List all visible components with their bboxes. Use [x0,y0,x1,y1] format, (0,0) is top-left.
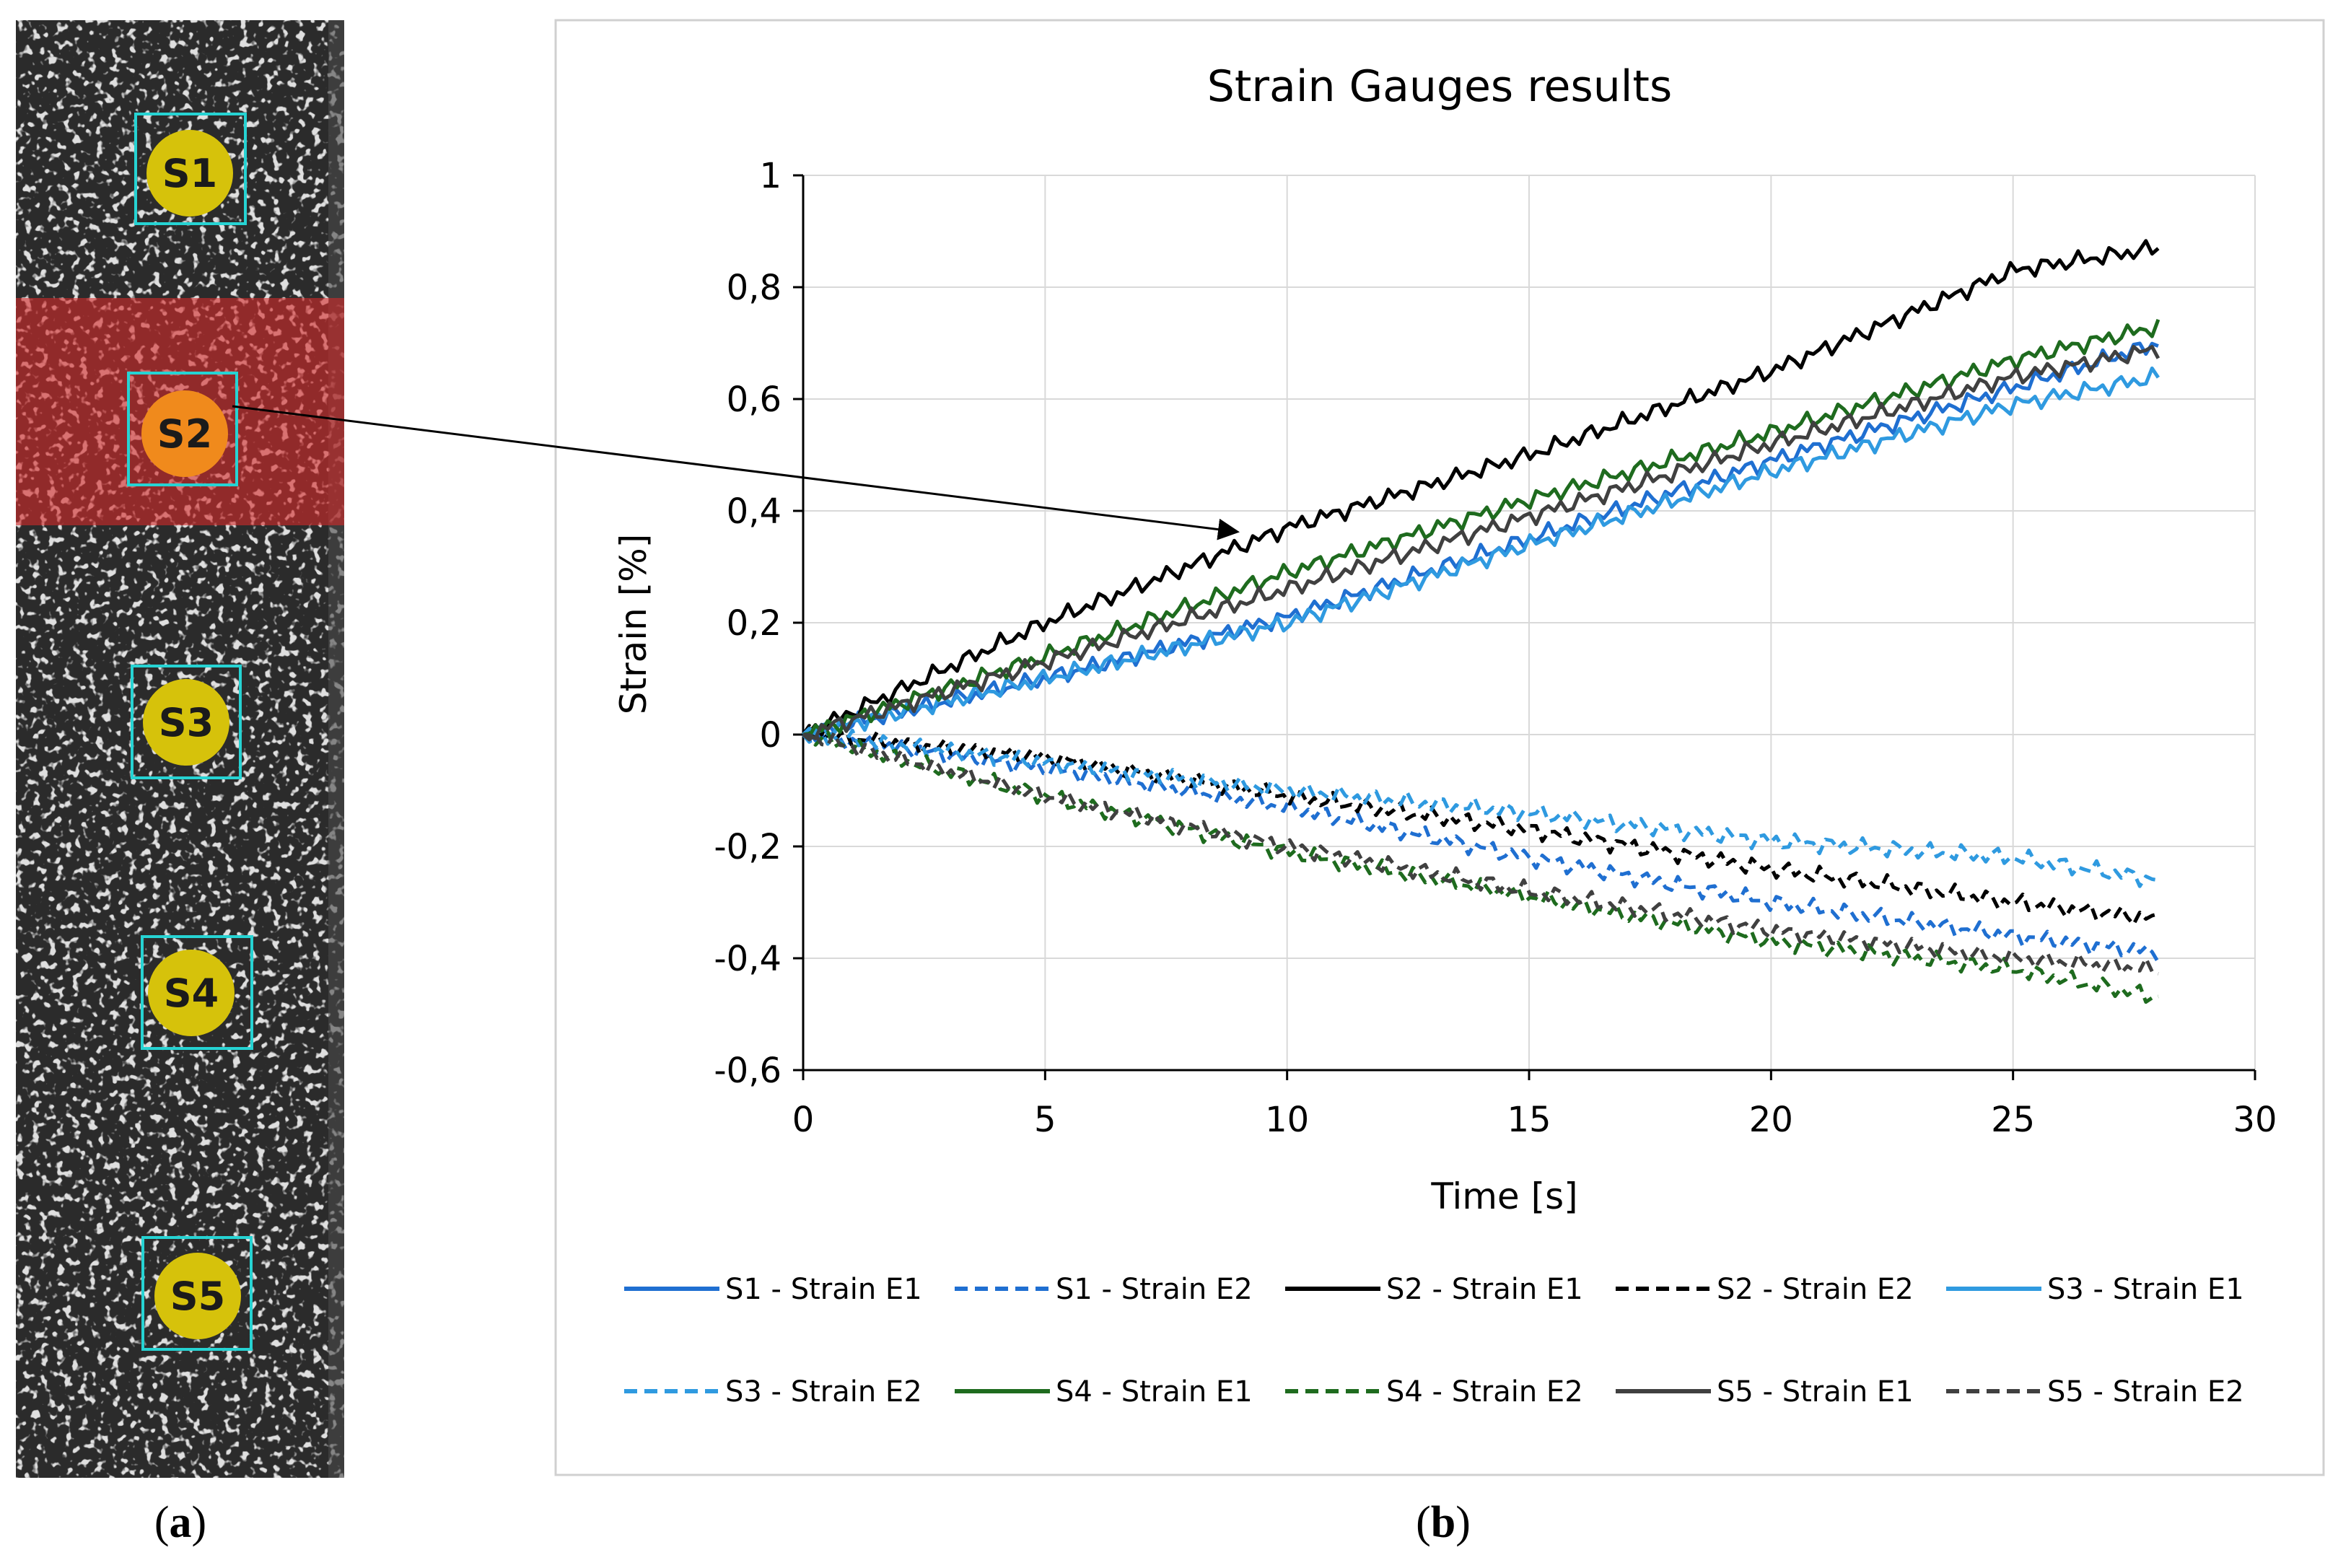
gauge-dot-s4 [148,950,235,1036]
legend-label-7: S4 - Strain E1 [1056,1375,1253,1409]
y-tick-label-2: -0,2 [714,827,781,867]
panel-b-label: (b) [1416,1498,1471,1547]
series-line-6 [802,727,2159,888]
legend-label-4: S2 - Strain E2 [1717,1273,1914,1306]
legend-label-5: S3 - Strain E1 [2047,1273,2244,1306]
legend-label-3: S2 - Strain E1 [1386,1273,1583,1306]
y-tick-label-7: 0,8 [727,268,781,308]
y-tick-label-6: 0,6 [727,380,781,420]
chart-series [801,239,2160,1004]
x-axis-title: Time [s] [1430,1175,1577,1217]
s2-annotation-arrow [232,405,1240,540]
chart-legend: S1 - Strain E1 S1 - Strain E2 S2 - Strain … [624,1273,2244,1409]
legend-label-6: S3 - Strain E2 [725,1375,922,1409]
legend-label-1: S1 - Strain E1 [725,1273,922,1306]
y-tick-label-3: 0 [759,715,781,755]
marker-s3[interactable]: S3 [131,665,242,779]
series-line-10 [802,731,2159,976]
gauge-dot-s5 [154,1253,241,1339]
series-line-3 [802,239,2160,737]
y-tick-label-8: 1 [759,156,781,196]
y-axis-title: Strain [%] [613,534,654,715]
y-tick-label-0: -0,6 [714,1051,781,1091]
x-tick-label-4: 20 [1749,1100,1793,1140]
gauge-label-s3: S3 [159,700,214,745]
legend-label-8: S4 - Strain E2 [1386,1375,1583,1409]
y-tick-label-4: 0,2 [727,603,781,644]
legend-label-10: S5 - Strain E2 [2047,1375,2244,1409]
gauge-box-s5 [141,1236,253,1351]
gauge-box-s1 [134,113,247,225]
x-axis-ticks: 0 5 10 15 20 25 30 [792,1070,2277,1140]
gauge-box-s2 [127,372,238,486]
gauge-label-s4: S4 [164,971,219,1016]
chart-panel: Strain Gauges results 0 5 10 15 20 25 30 -0,6-… [232,19,2325,1547]
y-tick-label-1: -0,4 [714,939,781,979]
x-tick-label-3: 15 [1507,1100,1551,1140]
x-tick-label-0: 0 [792,1100,815,1140]
legend-label-9: S5 - Strain E1 [1717,1375,1914,1409]
series-line-7 [802,319,2160,739]
x-tick-label-6: 30 [2233,1100,2277,1140]
gauge-label-s1: S1 [162,151,217,196]
panel-a-label: (a) [154,1498,206,1547]
x-tick-label-1: 5 [1034,1100,1056,1140]
chart-title: Strain Gauges results [1207,61,1672,112]
marker-s2[interactable]: S2 [127,372,238,486]
series-line-1 [802,341,2159,743]
series-line-8 [802,730,2159,1004]
legend-label-2: S1 - Strain E2 [1056,1273,1253,1306]
marker-s1[interactable]: S1 [134,113,247,225]
x-tick-label-5: 25 [1991,1100,2035,1140]
gauge-label-s5: S5 [170,1274,225,1319]
gauge-box-s4 [141,935,253,1050]
specimen-right-edge [328,20,344,1478]
marker-s5[interactable]: S5 [141,1236,253,1351]
gauge-dot-s2 [141,390,228,477]
gauge-label-s2: S2 [157,411,212,457]
gauge-dot-s1 [146,130,233,216]
marker-s4[interactable]: S4 [141,935,253,1050]
y-axis-ticks: -0,6 -0,4 -0,2 0 0,2 0,4 0,6 0,8 1 [714,156,803,1091]
y-tick-label-5: 0,4 [727,491,781,532]
series-line-9 [802,344,2160,740]
series-line-4 [801,724,2159,927]
gauge-box-s3 [131,665,242,779]
gauge-dot-s3 [143,679,229,766]
specimen-image-panel: S1 S2 S3 S4 S5 (a) [16,20,344,1547]
x-tick-label-2: 10 [1265,1100,1309,1140]
chart-border [554,19,2325,1476]
series-line-5 [802,366,2160,736]
